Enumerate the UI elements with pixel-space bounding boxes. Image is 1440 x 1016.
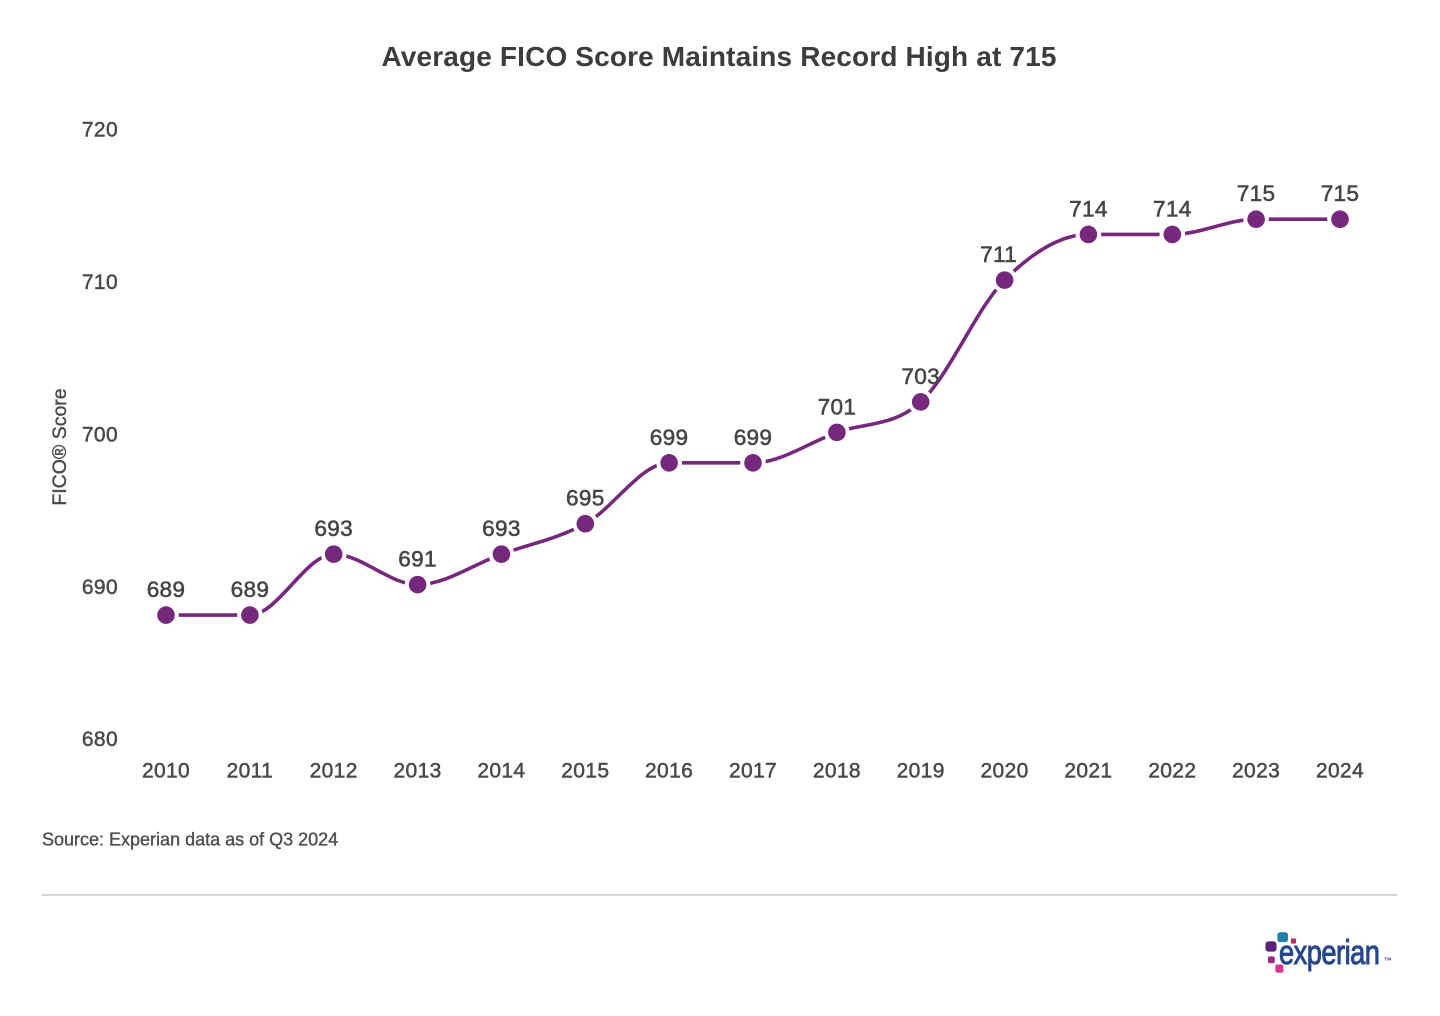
svg-text:2011: 2011 <box>227 760 274 783</box>
svg-text:715: 715 <box>1237 181 1276 206</box>
svg-text:2016: 2016 <box>645 760 693 783</box>
svg-text:2021: 2021 <box>1064 760 1112 783</box>
svg-text:700: 700 <box>82 423 118 446</box>
svg-text:2013: 2013 <box>394 760 442 783</box>
svg-text:2022: 2022 <box>1148 760 1196 783</box>
svg-text:680: 680 <box>82 728 118 751</box>
svg-text:703: 703 <box>901 364 940 389</box>
svg-text:2010: 2010 <box>142 760 190 783</box>
svg-text:690: 690 <box>82 576 118 599</box>
svg-text:2014: 2014 <box>477 760 525 783</box>
svg-text:2020: 2020 <box>981 760 1029 783</box>
svg-text:693: 693 <box>482 516 521 541</box>
svg-text:2018: 2018 <box>813 760 861 783</box>
svg-text:689: 689 <box>147 577 186 602</box>
svg-text:2012: 2012 <box>310 760 358 783</box>
svg-text:720: 720 <box>82 119 118 142</box>
svg-text:Average FICO Score Maintains R: Average FICO Score Maintains Record High… <box>381 41 1056 72</box>
svg-text:693: 693 <box>314 516 353 541</box>
svg-text:689: 689 <box>231 577 270 602</box>
svg-text:699: 699 <box>650 425 689 450</box>
svg-text:2019: 2019 <box>897 760 945 783</box>
svg-text:2023: 2023 <box>1232 760 1280 783</box>
svg-text:2017: 2017 <box>729 760 777 783</box>
svg-text:714: 714 <box>1069 196 1108 221</box>
svg-text:714: 714 <box>1153 196 1192 221</box>
svg-text:Source: Experian data as of Q3: Source: Experian data as of Q3 2024 <box>42 830 338 850</box>
svg-text:699: 699 <box>734 425 773 450</box>
svg-text:2015: 2015 <box>561 760 609 783</box>
svg-text:695: 695 <box>566 486 605 511</box>
svg-text:experian: experian <box>1279 933 1379 972</box>
svg-text:691: 691 <box>398 547 437 572</box>
svg-text:TM: TM <box>1384 956 1391 961</box>
svg-text:FICO® Score: FICO® Score <box>49 388 71 505</box>
svg-text:710: 710 <box>82 271 118 294</box>
svg-text:2024: 2024 <box>1316 760 1364 783</box>
svg-text:701: 701 <box>818 394 857 419</box>
svg-text:715: 715 <box>1321 181 1360 206</box>
svg-text:711: 711 <box>980 242 1017 267</box>
